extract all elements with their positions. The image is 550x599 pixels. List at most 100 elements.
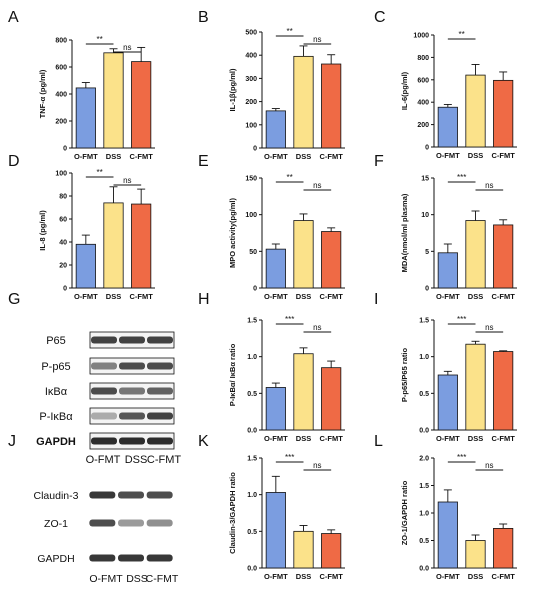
blot-band	[91, 336, 117, 344]
x-tick-label: DSS	[468, 434, 483, 443]
y-tick-label: 1.5	[247, 318, 257, 325]
significance-label: ns	[485, 461, 493, 470]
bar-dss	[103, 52, 124, 149]
y-tick-label: 1.5	[419, 318, 429, 325]
y-axis-label: P-IκBα/ IκBα ratio	[228, 343, 237, 406]
significance-label: **	[459, 30, 465, 39]
blot-band	[91, 387, 117, 395]
y-axis-label: IL-6(pg/ml)	[400, 71, 409, 110]
y-tick-label: 40	[59, 240, 67, 247]
y-tick-label: 600	[417, 77, 429, 84]
bar-c-fmt	[493, 351, 514, 431]
bar-o-fmt	[265, 110, 286, 149]
chart-f: 0 5 10 15 MDA(nmol/ml plasma) O-FMT DSS C-FMT **…	[400, 173, 517, 301]
x-tick-label: O-FMT	[264, 152, 288, 161]
bar-o-fmt	[437, 106, 458, 148]
y-tick-label: 0.5	[419, 391, 429, 398]
significance-label: ns	[313, 35, 321, 44]
significance-label: **	[97, 35, 103, 44]
y-tick-label: 1.0	[419, 511, 429, 518]
chart-c: 0 200 400 600 800 1000 IL-6(pg/ml) O-FMT DSS C-FM…	[400, 30, 517, 160]
chart-d: 0 20 40 60 80 100 IL-8 (pg/ml) O-FMT DSS C-FMT ** n…	[38, 168, 155, 301]
blot-band	[89, 519, 116, 527]
x-tick-label: C-FMT	[320, 152, 344, 161]
x-tick-label: DSS	[296, 434, 311, 443]
y-tick-label: 0.5	[247, 391, 257, 398]
blot-row-label: IκBα	[45, 386, 68, 398]
chart-b: 0 100 200 300 400 500 IL-1β(pg/ml) O-FMT DSS C-FM…	[228, 27, 345, 161]
x-tick-label: DSS	[296, 152, 311, 161]
significance-label: ns	[123, 43, 131, 52]
y-tick-label: 0.0	[419, 428, 429, 435]
blot-row-label: GAPDH	[37, 553, 74, 565]
x-tick-label: C-FMT	[320, 434, 344, 443]
y-tick-label: 500	[245, 30, 257, 37]
blot-row-label: P65	[46, 335, 66, 347]
significance-label: ns	[485, 323, 493, 332]
y-tick-label: 0	[63, 146, 67, 153]
y-tick-label: 100	[245, 212, 257, 219]
y-tick-label: 0	[253, 286, 257, 293]
y-tick-label: 0	[63, 286, 67, 293]
bar-c-fmt	[131, 203, 152, 289]
y-tick-label: 0	[425, 286, 429, 293]
y-axis-label: IL-1β(pg/ml)	[228, 68, 237, 111]
significance-label: ***	[457, 173, 466, 182]
y-tick-label: 1.5	[419, 483, 429, 490]
bar-c-fmt	[493, 79, 514, 148]
y-tick-label: 100	[245, 122, 257, 129]
x-tick-label: O-FMT	[436, 292, 460, 301]
lane-label: O-FMT	[89, 573, 123, 585]
y-tick-label: 1.5	[247, 456, 257, 463]
y-tick-label: 0.0	[419, 566, 429, 573]
significance-label: ***	[457, 453, 466, 462]
blot-band	[147, 412, 173, 420]
lane-label: DSS	[126, 573, 148, 585]
blot-band	[119, 412, 145, 420]
y-tick-label: 300	[245, 76, 257, 83]
significance-label: ***	[285, 315, 294, 324]
x-tick-label: DSS	[296, 292, 311, 301]
x-tick-label: C-FMT	[130, 292, 154, 301]
bar-c-fmt	[321, 63, 342, 149]
y-tick-label: 400	[55, 92, 67, 99]
bar-dss	[293, 220, 314, 289]
y-tick-label: 200	[55, 119, 67, 126]
x-tick-label: DSS	[106, 152, 121, 161]
x-tick-label: O-FMT	[74, 292, 98, 301]
blot-band	[146, 554, 173, 562]
panel-letter-b: B	[198, 9, 209, 26]
bar-o-fmt	[75, 87, 96, 149]
y-tick-label: 800	[417, 55, 429, 62]
y-tick-label: 10	[421, 212, 429, 219]
bar-o-fmt	[75, 243, 96, 289]
bar-o-fmt	[265, 492, 286, 569]
x-tick-label: O-FMT	[264, 572, 288, 581]
x-tick-label: DSS	[468, 572, 483, 581]
y-tick-label: 5	[425, 249, 429, 256]
y-tick-label: 200	[417, 122, 429, 129]
bar-dss	[103, 202, 124, 289]
significance-label: ns	[123, 176, 131, 185]
y-tick-label: 400	[417, 100, 429, 107]
bar-o-fmt	[437, 252, 458, 289]
y-tick-label: 200	[245, 99, 257, 106]
x-tick-label: C-FMT	[492, 434, 516, 443]
y-tick-label: 0	[253, 146, 257, 153]
x-tick-label: O-FMT	[74, 152, 98, 161]
y-axis-label: MPO activity(pg/ml)	[228, 197, 237, 268]
chart-k: 0.0 0.5 1.0 1.5 Claudin-3/GAPDH ratio O-FMT DS…	[228, 453, 345, 581]
bar-dss	[293, 530, 314, 569]
bar-c-fmt	[493, 224, 514, 289]
chart-h: 0.0 0.5 1.0 1.5 P-IκBα/ IκBα ratio O-FMT DSS C-…	[228, 315, 345, 443]
lane-label: C-FMT	[146, 573, 179, 585]
significance-label: **	[287, 27, 293, 36]
x-tick-label: C-FMT	[130, 152, 154, 161]
y-axis-label: Claudin-3/GAPDH ratio	[228, 472, 237, 554]
blot-band	[147, 336, 173, 344]
y-tick-label: 1.0	[247, 354, 257, 361]
y-tick-label: 100	[55, 171, 67, 178]
blot-band	[89, 554, 116, 562]
y-axis-label: P-p65/P65 ratio	[400, 347, 409, 402]
